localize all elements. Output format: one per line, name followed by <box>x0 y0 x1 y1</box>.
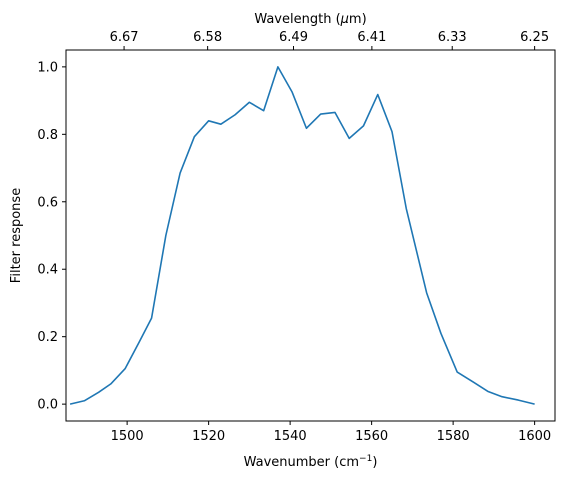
secondary-x-axis-label: Wavelength (μm) <box>254 12 366 27</box>
x2-tick-label: 6.33 <box>438 30 467 45</box>
x2-tick-label: 6.41 <box>357 30 386 45</box>
x-tick-label: 1500 <box>111 429 144 444</box>
y-tick-label: 0.4 <box>37 263 58 278</box>
y-tick-label: 0.6 <box>37 195 58 210</box>
x2-tick-label: 6.25 <box>520 30 549 45</box>
x-tick-label: 1520 <box>192 429 225 444</box>
y-tick-label: 0.8 <box>37 128 58 143</box>
x2-tick-label: 6.67 <box>110 30 139 45</box>
x-tick-label: 1540 <box>274 429 307 444</box>
series-line <box>69 66 535 405</box>
axes-frame <box>65 49 556 422</box>
x-tick-label: 1580 <box>437 429 470 444</box>
x2-tick-label: 6.49 <box>279 30 308 45</box>
y-tick-label: 0.2 <box>37 330 58 345</box>
plot-area <box>69 66 535 405</box>
y-axis-label: Filter response <box>9 188 24 283</box>
x2-tick-label: 6.58 <box>193 30 222 45</box>
x-axis-label: Wavenumber (cm−1) <box>244 454 378 470</box>
x-tick-label: 1600 <box>518 429 551 444</box>
x-tick-label: 1560 <box>355 429 388 444</box>
y-tick-label: 1.0 <box>37 60 58 75</box>
tick-layer: 1500 1520 1540 1560 1580 1600 0.0 0.2 0.4 0.6 0.8 1… <box>37 30 551 444</box>
y-tick-label: 0.0 <box>37 398 58 413</box>
